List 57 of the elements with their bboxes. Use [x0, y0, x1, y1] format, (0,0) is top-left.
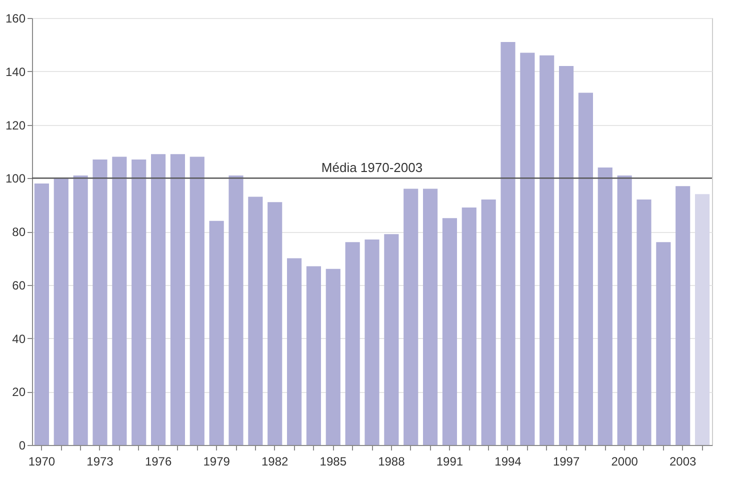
bar [209, 220, 224, 445]
x-tick-label: 1994 [494, 454, 522, 468]
bar [92, 159, 108, 445]
y-tick-label: 140 [5, 64, 26, 79]
x-tick-label: 1973 [86, 454, 114, 468]
bar [598, 167, 612, 445]
bar [559, 66, 574, 445]
bar [500, 42, 516, 445]
x-tick-label: 2003 [670, 454, 697, 468]
bar [676, 186, 690, 445]
bar [151, 154, 166, 445]
bar [190, 156, 204, 445]
bar [248, 196, 263, 445]
bar [112, 156, 127, 445]
bar [364, 240, 380, 445]
bar [73, 175, 88, 445]
x-tick-label: 2000 [611, 454, 638, 468]
x-tick-label: 1970 [28, 454, 56, 468]
y-tick-label: 80 [12, 225, 26, 239]
bar [228, 175, 244, 445]
bar [170, 154, 185, 445]
x-tick-label: 1979 [203, 454, 230, 468]
bar [520, 52, 535, 445]
x-tick-label: 1988 [378, 454, 406, 468]
y-tick-label: 60 [12, 278, 26, 292]
bar [540, 55, 554, 445]
bar [384, 234, 399, 445]
bar [423, 188, 438, 445]
bar [656, 242, 671, 445]
y-tick-label: 0 [18, 438, 26, 452]
bar [636, 199, 652, 445]
bar [404, 188, 418, 445]
bar [442, 218, 457, 445]
x-tick-label: 1991 [436, 454, 464, 468]
y-tick-label: 120 [5, 118, 26, 132]
bar [462, 207, 476, 445]
x-tick-label: 1985 [320, 454, 347, 468]
y-tick-label: 20 [12, 385, 26, 400]
y-tick-label: 40 [12, 332, 26, 346]
x-tick-label: 1997 [552, 454, 580, 468]
bar [34, 183, 49, 445]
bar [287, 258, 302, 445]
bar [132, 159, 146, 445]
bar [268, 202, 282, 445]
bar [345, 242, 360, 445]
x-tick-label: 1982 [262, 454, 289, 468]
bar [54, 178, 68, 445]
bar [326, 268, 340, 445]
bar [695, 194, 710, 445]
bar [306, 266, 321, 445]
bar [578, 92, 593, 445]
x-tick-label: 1976 [144, 454, 172, 468]
bar [481, 199, 496, 445]
y-tick-label: 160 [5, 12, 26, 26]
y-tick-label: 100 [5, 172, 26, 186]
ref-line-label: Média 1970-2003 [321, 160, 423, 176]
bar [617, 175, 632, 445]
